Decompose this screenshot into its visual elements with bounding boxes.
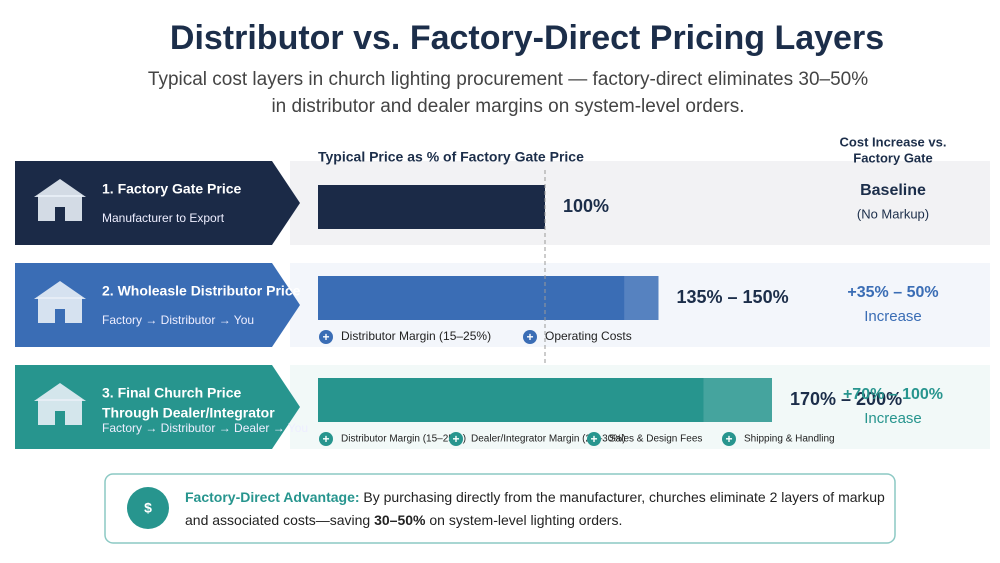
cost-label: +35% – 50%: [847, 284, 938, 301]
row-banner: [15, 365, 300, 449]
component-label: Distributor Margin (15–25%): [341, 434, 466, 445]
cost-label: +70% – 100%: [843, 386, 943, 403]
row-banner: [15, 263, 300, 347]
row-title: 3. Final Church Price: [102, 385, 241, 401]
component-label: Distributor Margin (15–25%): [341, 329, 491, 343]
row-icon: [55, 309, 65, 323]
row-subtitle: Manufacturer to Export: [102, 211, 225, 225]
component-plus: +: [725, 432, 732, 446]
row-title: 1. Factory Gate Price: [102, 181, 242, 197]
price-range: [624, 276, 659, 320]
price-range: [703, 378, 772, 422]
row-icon: [55, 207, 65, 221]
price-label: 100%: [563, 196, 609, 216]
component-label: Shipping & Handling: [744, 434, 835, 445]
row-subtitle: Factory → Distributor → Dealer → You: [102, 421, 308, 435]
rows: 1. Factory Gate Price Manufacturer to Exp…: [15, 161, 990, 449]
row-icon: [34, 281, 86, 299]
row-title: 2. Wholeasle Distributor Price: [102, 283, 301, 299]
callout-line: on system-level lighting orders.: [426, 512, 623, 528]
component-icon: [319, 330, 333, 344]
component-plus: +: [590, 432, 597, 446]
callout-text: Factory-Direct Advantage: By purchasing …: [185, 489, 885, 505]
price-label: 135% – 150%: [677, 287, 789, 307]
callout-text: and associated costs—saving 30–50% on sy…: [185, 512, 622, 528]
row-subtitle: Factory → Distributor → You: [102, 313, 254, 327]
component-plus: +: [526, 330, 533, 344]
component-label: Sales & Design Fees: [609, 434, 702, 445]
callout-line: and associated costs—saving: [185, 512, 374, 528]
component-plus: +: [322, 330, 329, 344]
cost-label: Baseline: [860, 182, 926, 199]
callout-emphasis: 30–50%: [374, 512, 426, 528]
row-title: Through Dealer/Integrator: [102, 405, 275, 421]
title: Distributor vs. Factory-Direct Pricing L…: [170, 19, 884, 57]
component-icon: [449, 432, 463, 446]
price-bar: [318, 276, 625, 320]
callout-icon: [127, 487, 169, 529]
column-header: Factory Gate: [853, 150, 932, 165]
row-icon: [55, 411, 65, 425]
component-plus: +: [452, 432, 459, 446]
component-label: Dealer/Integrator Margin (20–30%): [471, 434, 626, 445]
subtitle: Typical cost layers in church lighting p…: [148, 69, 868, 90]
price-label: 170% – 200%: [790, 389, 902, 409]
column-header: Cost Increase vs.: [840, 134, 947, 149]
price-bar: [318, 185, 545, 229]
row-icon: [34, 179, 86, 197]
component-label: Operating Costs: [545, 329, 632, 343]
cost-label: Increase: [864, 410, 922, 427]
cost-label: (No Markup): [857, 206, 929, 221]
row-icon: [34, 383, 86, 401]
row-banner: [15, 161, 300, 245]
column-header: Typical Price as % of Factory Gate Price: [318, 149, 584, 165]
subtitle: in distributor and dealer margins on sys…: [271, 96, 744, 117]
callout-icon-glyph: $: [144, 500, 152, 516]
component-icon: [587, 432, 601, 446]
callout-lead: Factory-Direct Advantage:: [185, 489, 360, 505]
component-icon: [722, 432, 736, 446]
component-icon: [319, 432, 333, 446]
cost-label: Increase: [864, 308, 922, 325]
component-icon: [523, 330, 537, 344]
price-bar: [318, 378, 704, 422]
callout-box: [104, 473, 896, 544]
callout-line: By purchasing directly from the manufact…: [360, 489, 885, 505]
component-plus: +: [322, 432, 329, 446]
